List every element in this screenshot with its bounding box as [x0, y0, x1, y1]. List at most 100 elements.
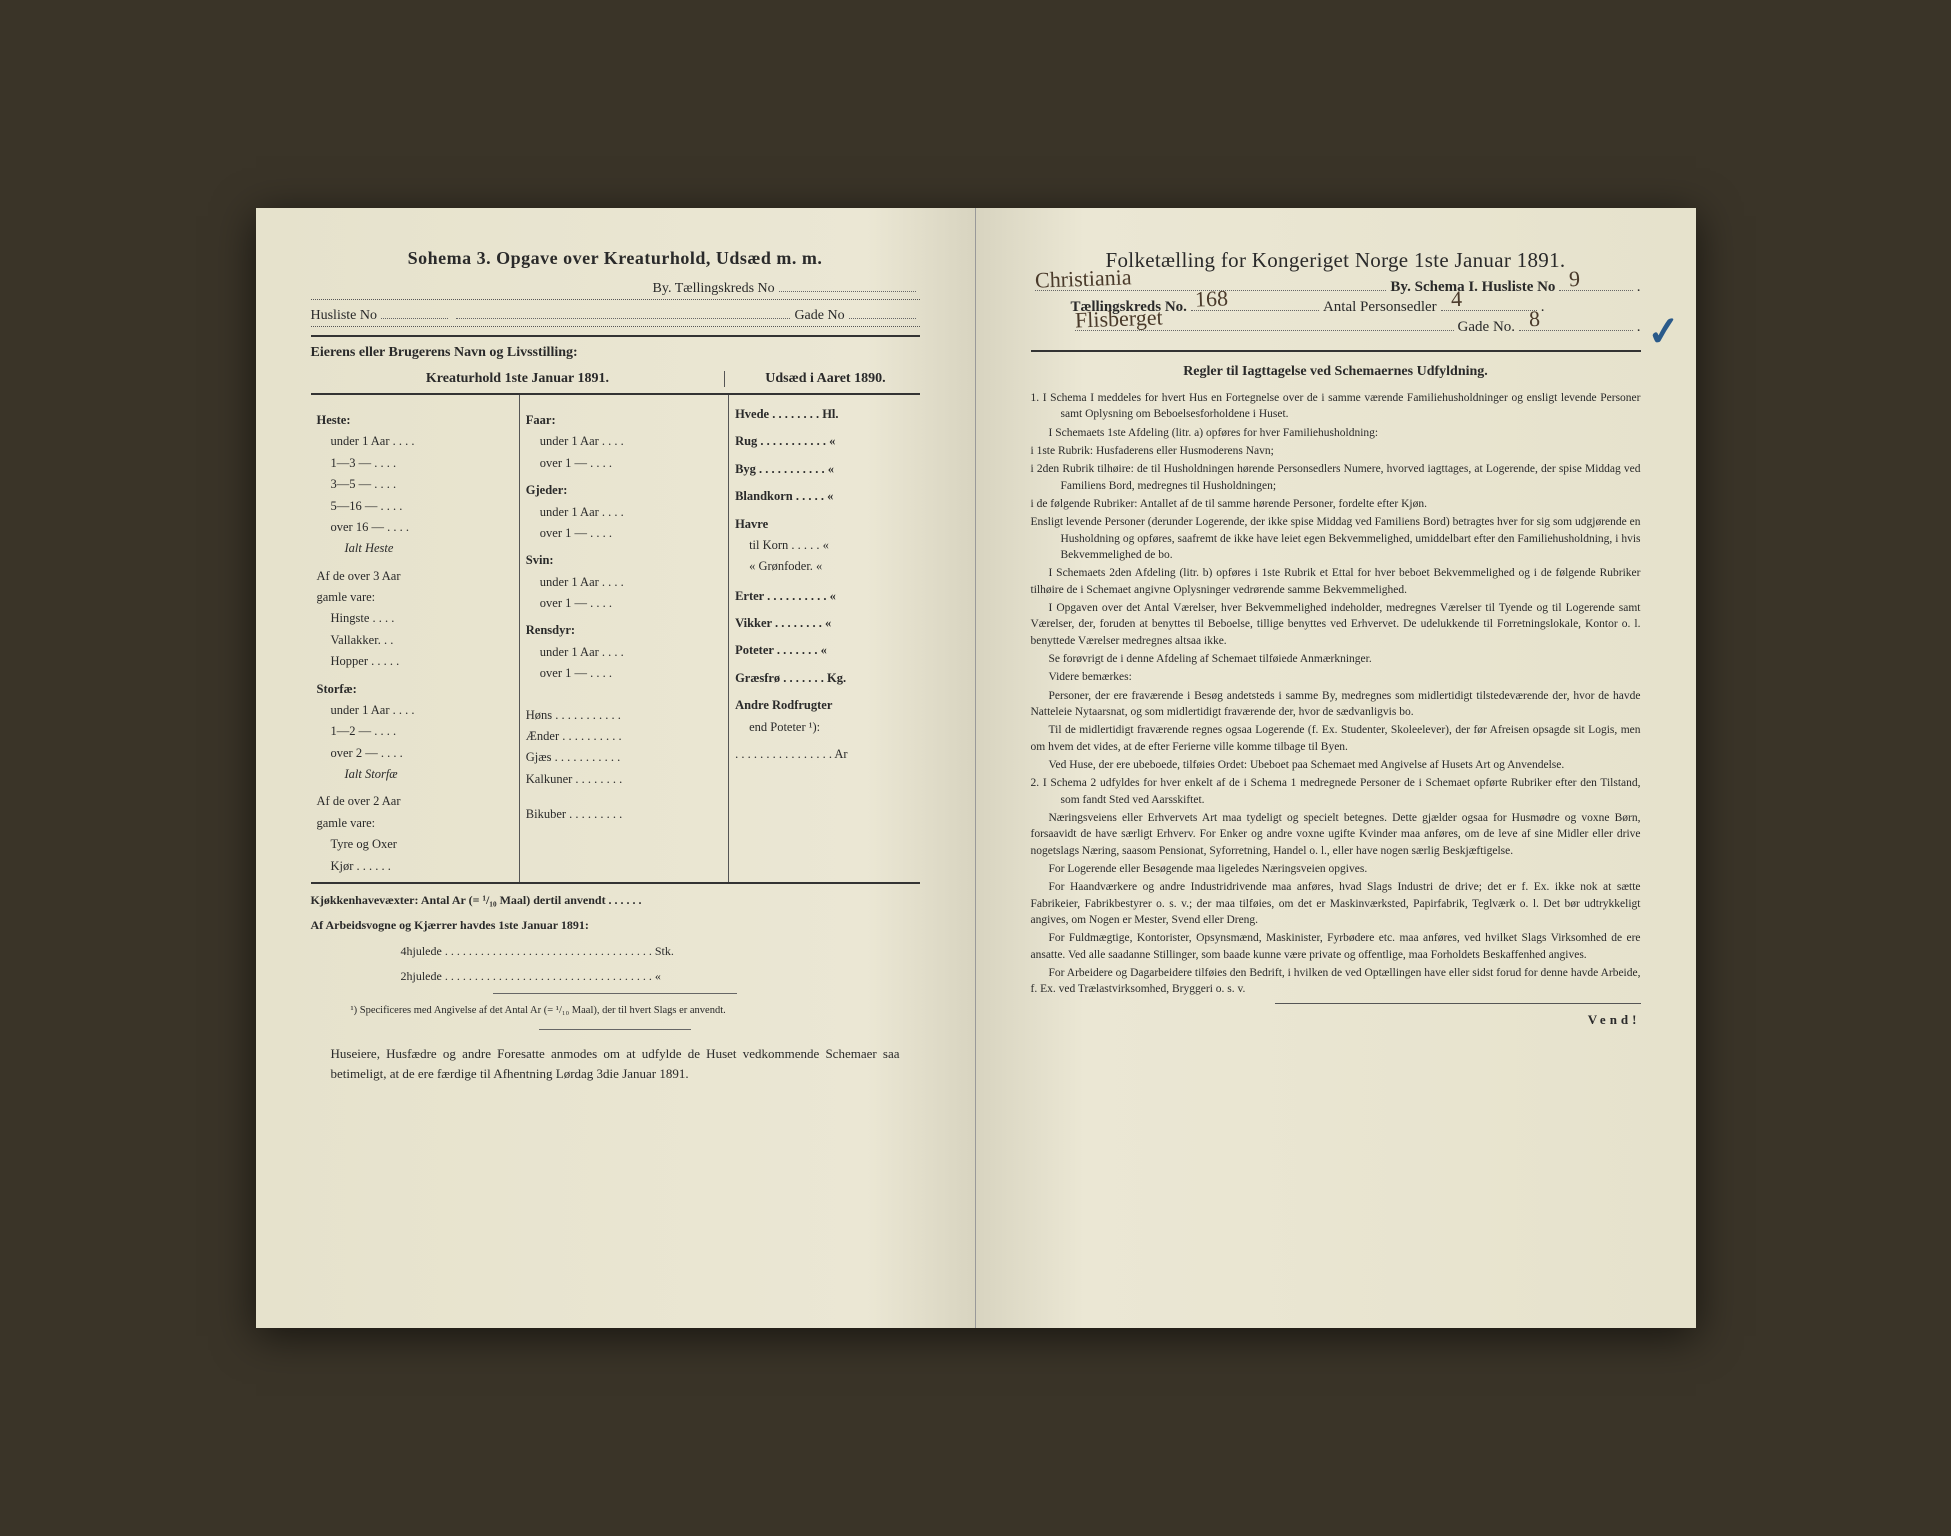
rule-para: Videre bemærkes: [1031, 669, 1641, 685]
cat-storfae: Storfæ: [317, 680, 513, 699]
row: under 1 Aar . . . . [317, 701, 513, 720]
row: under 1 Aar . . . . [526, 573, 722, 592]
row: over 1 — . . . . [526, 524, 722, 543]
footer-instructions: Huseiere, Husfædre og andre Foresatte an… [311, 1044, 920, 1084]
row: Byg . . . . . . . . . . . « [735, 460, 913, 479]
header-form: Christiania By. Schema I. Husliste No 9.… [1031, 279, 1641, 336]
cat-rensdyr: Rensdyr: [526, 621, 722, 640]
rule-para: Personer, der ere fraværende i Besøg and… [1031, 688, 1641, 721]
rule-para: I Schemaets 1ste Afdeling (litr. a) opfø… [1031, 425, 1641, 441]
row: Ænder . . . . . . . . . . [526, 727, 722, 746]
hand-kreds: 168 [1194, 285, 1228, 312]
row: Hopper . . . . . [317, 652, 513, 671]
row: 3—5 — . . . . [317, 475, 513, 494]
schema3-title: Sohema 3. Opgave over Kreaturhold, Udsæd… [311, 248, 920, 269]
row: « Grønfoder. « [735, 557, 913, 576]
hjul2: 2hjulede . . . . . . . . . . . . . . . .… [311, 968, 920, 985]
rule-para: I Schemaets 2den Afdeling (litr. b) opfø… [1031, 565, 1641, 598]
main-table: Heste: under 1 Aar . . . . 1—3 — . . . .… [311, 393, 920, 884]
rules-body: 1. I Schema I meddeles for hvert Hus en … [1031, 390, 1641, 997]
line-husliste-gade: Husliste No Gade No [311, 306, 920, 327]
row: Vikker . . . . . . . . « [735, 614, 913, 633]
row: end Poteter ¹): [735, 718, 913, 737]
row: Græsfrø . . . . . . . Kg. [735, 669, 913, 688]
row: Kalkuner . . . . . . . . [526, 770, 722, 789]
cat-faar: Faar: [526, 411, 722, 430]
rule-para: For Arbeidere og Dagarbeidere tilføies d… [1031, 965, 1641, 998]
row: over 1 — . . . . [526, 454, 722, 473]
label-by-kreds: By. Tællingskreds No [653, 281, 775, 297]
row: Tyre og Oxer [317, 835, 513, 854]
row: 1—2 — . . . . [317, 722, 513, 741]
rule-para: i de følgende Rubriker: Antallet af de t… [1031, 496, 1641, 512]
row: gamle vare: [317, 814, 513, 833]
row: under 1 Aar . . . . [526, 643, 722, 662]
col-faar-etc: Faar: under 1 Aar . . . . over 1 — . . .… [520, 395, 729, 882]
kreatur-heading: Kreaturhold 1ste Januar 1891. [311, 371, 725, 387]
cat-heste: Heste: [317, 411, 513, 430]
row: Andre Rodfrugter [735, 696, 913, 715]
right-page: ✓ Folketælling for Kongeriget Norge 1ste… [976, 208, 1696, 1328]
row: Kjør . . . . . . [317, 857, 513, 876]
row: til Korn . . . . . « [735, 536, 913, 555]
row: under 1 Aar . . . . [526, 432, 722, 451]
cat-svin: Svin: [526, 551, 722, 570]
row: Rug . . . . . . . . . . . « [735, 432, 913, 451]
arbeids-line: Af Arbeidsvogne og Kjærrer havdes 1ste J… [311, 917, 920, 934]
rule-para: For Haandværkere og andre Industridriven… [1031, 879, 1641, 928]
row: Bikuber . . . . . . . . . [526, 805, 722, 824]
row: Af de over 3 Aar [317, 567, 513, 586]
label-by-schema: By. Schema I. Husliste No [1390, 279, 1555, 296]
footer-text: Huseiere, Husfædre og andre Foresatte an… [331, 1046, 900, 1081]
rule-para: For Fuldmægtige, Kontorister, Opsynsmænd… [1031, 930, 1641, 963]
footnote: ¹) Specificeres med Angivelse af det Ant… [351, 1004, 880, 1018]
row: Vallakker. . . [317, 631, 513, 650]
open-book: Sohema 3. Opgave over Kreaturhold, Udsæd… [256, 208, 1696, 1328]
rule-para: i 2den Rubrik tilhøire: de til Husholdni… [1031, 461, 1641, 494]
owner-label: Eierens eller Brugerens Navn og Livsstil… [311, 345, 920, 361]
row: under 1 Aar . . . . [317, 432, 513, 451]
row: 5—16 — . . . . [317, 497, 513, 516]
label-gade: Gade No [794, 308, 844, 324]
rule-para: For Logerende eller Besøgende maa ligele… [1031, 861, 1641, 877]
row: Blandkorn . . . . . « [735, 487, 913, 506]
line-city-kreds: By. Tællingskreds No [311, 279, 920, 300]
label-antal: Antal Personsedler [1323, 299, 1437, 316]
row: Havre [735, 515, 913, 534]
row: gamle vare: [317, 588, 513, 607]
rule-para: i 1ste Rubrik: Husfaderens eller Husmode… [1031, 443, 1641, 459]
rule-para: Til de midlertidigt fraværende regnes og… [1031, 722, 1641, 755]
hand-husliste: 9 [1569, 266, 1581, 292]
row: Hingste . . . . [317, 609, 513, 628]
row: over 16 — . . . . [317, 518, 513, 537]
udsaed-heading: Udsæd i Aaret 1890. [724, 371, 919, 387]
kjokken-text: Kjøkkenhavevæxter: Antal Ar (= ¹/₁₀ Maal… [311, 893, 642, 907]
row: over 1 — . . . . [526, 664, 722, 683]
rule-para: 1. I Schema I meddeles for hvert Hus en … [1031, 390, 1641, 423]
rule-para: Ved Huse, der ere ubeboede, tilføies Ord… [1031, 757, 1641, 773]
row: over 1 — . . . . [526, 594, 722, 613]
col-heste-storfae: Heste: under 1 Aar . . . . 1—3 — . . . .… [311, 395, 520, 882]
rule-para: I Opgaven over det Antal Værelser, hver … [1031, 600, 1641, 649]
row: Erter . . . . . . . . . . « [735, 587, 913, 606]
row: Hvede . . . . . . . . Hl. [735, 405, 913, 424]
row: Poteter . . . . . . . « [735, 641, 913, 660]
rule-para: Se forøvrigt de i denne Afdeling af Sche… [1031, 651, 1641, 667]
row: . . . . . . . . . . . . . . . . Ar [735, 745, 913, 764]
label-husliste: Husliste No [311, 308, 378, 324]
hand-antal: 4 [1450, 286, 1462, 312]
checkmark-icon: ✓ [1645, 307, 1682, 357]
rules-title: Regler til Iagttagelse ved Schemaernes U… [1031, 364, 1641, 380]
rule-para: 2. I Schema 2 udfyldes for hver enkelt a… [1031, 775, 1641, 808]
hand-city: Christiania [1034, 264, 1131, 293]
kjokken-line: Kjøkkenhavevæxter: Antal Ar (= ¹/₁₀ Maal… [311, 892, 920, 909]
hand-gadeno: 8 [1529, 306, 1541, 332]
label-gade: Gade No. [1458, 319, 1515, 336]
row-ialt: Ialt Storfæ [317, 765, 513, 784]
row: Gjæs . . . . . . . . . . . [526, 748, 722, 767]
rule-para: Næringsveiens eller Erhvervets Art maa t… [1031, 810, 1641, 859]
row: Af de over 2 Aar [317, 792, 513, 811]
row-ialt: Ialt Heste [317, 539, 513, 558]
cat-gjeder: Gjeder: [526, 481, 722, 500]
hjul4: 4hjulede . . . . . . . . . . . . . . . .… [311, 943, 920, 960]
